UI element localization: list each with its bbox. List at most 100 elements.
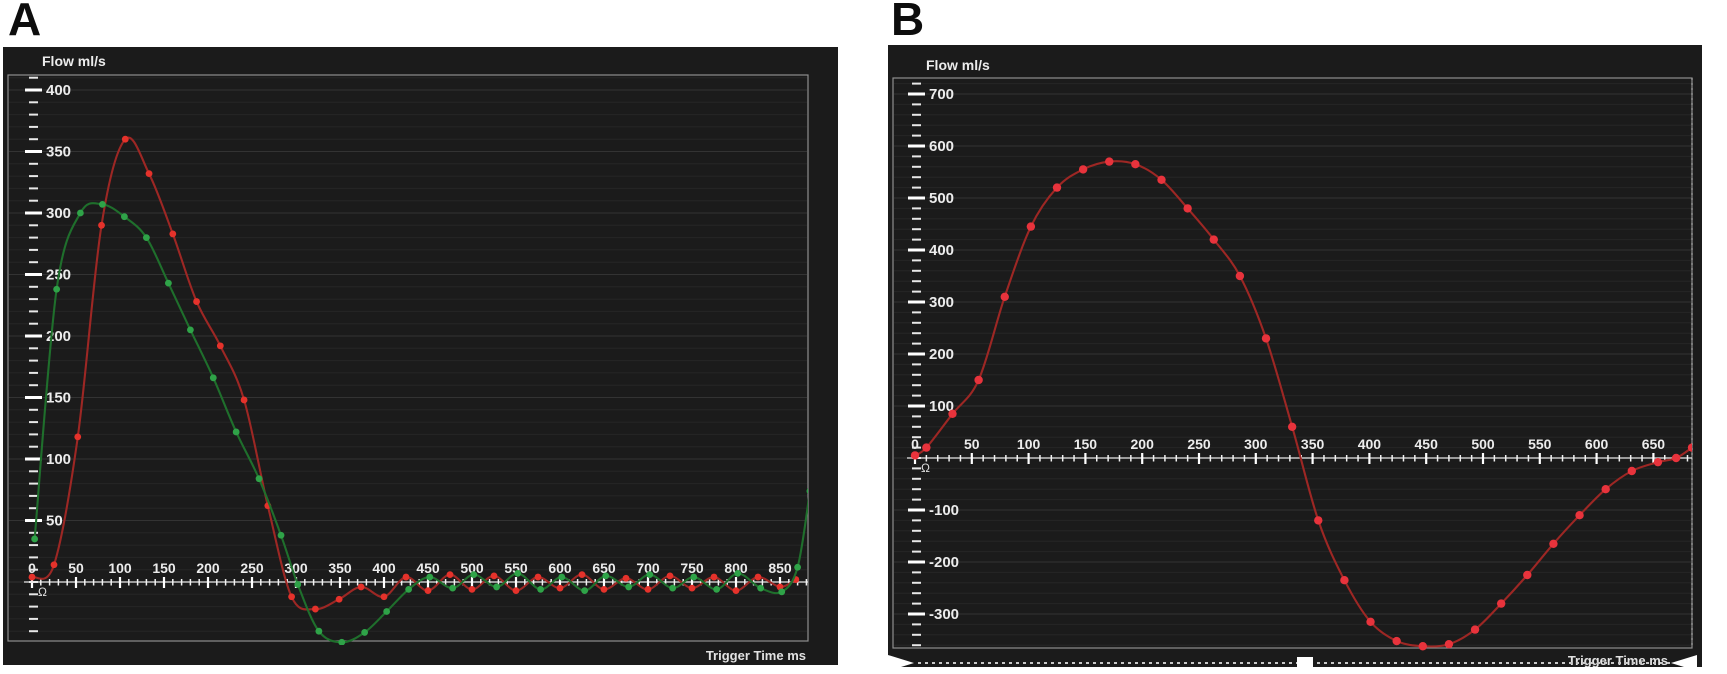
flow-curve-red-data-point [710, 573, 718, 581]
flow-curve-red-data-point [1444, 639, 1454, 649]
x-axis-tick-label: 500 [1471, 436, 1495, 452]
flow-curve-green-data-point [232, 428, 240, 436]
flow-curve-red-data-point [468, 585, 476, 593]
flow-curve-red-data-point [1235, 271, 1245, 281]
flow-curve-green-data-point [426, 573, 434, 581]
x-axis-tick-label: 550 [1528, 436, 1552, 452]
flow-curve-red-data-point [534, 573, 542, 581]
flow-curve-red-data-point [974, 375, 983, 385]
flow-curve-green-data-point [187, 326, 194, 334]
flow-curve-red-data-point [1653, 457, 1663, 467]
flow-curve-red-data-point [666, 572, 674, 580]
y-axis-tick-label: 50 [46, 513, 63, 530]
flow-curve-red-data-point [1209, 235, 1218, 244]
flow-curve-green-data-point [361, 629, 369, 636]
y-axis-tick-label: 500 [929, 190, 954, 207]
x-axis-tick-label: 800 [724, 560, 748, 576]
origin-trigger-marker: Ω [38, 585, 47, 599]
flow-curve-green-data-point [713, 585, 721, 593]
flow-curve-red-data-point [446, 571, 454, 579]
y-axis-tick-label: 350 [46, 144, 71, 161]
flow-curve-red-data-point [754, 573, 762, 581]
x-axis-tick-label: 200 [196, 560, 220, 576]
flow-curve-red-data-point [1314, 516, 1323, 525]
flow-curve-red-data-point [424, 587, 432, 595]
x-axis-tick-label: 300 [1244, 436, 1268, 452]
x-axis-tick-label: 100 [1017, 436, 1041, 452]
x-axis-tick-label: 600 [1585, 436, 1609, 452]
flow-curve-red-data-point [1627, 466, 1637, 476]
flow-curve-red-data-point [732, 587, 740, 595]
x-axis-tick-label: 600 [548, 560, 572, 576]
y-axis-tick-label: 200 [929, 346, 954, 363]
x-axis-tick-label: 650 [592, 560, 616, 576]
flow-chart-panel-a: 0 50 100 150 200 250 300 350 400 450 500 550 600 650 7… [3, 47, 838, 665]
x-axis-tick-label: 350 [328, 560, 352, 576]
y-axis-tick-label: -200 [929, 554, 959, 571]
flow-curve-red [914, 160, 1692, 648]
flow-curve-green-data-point [581, 587, 589, 595]
flow-curve-red-data-point [1105, 157, 1114, 166]
flow-curve-red-data-point [922, 443, 931, 452]
flow-curve-red-data-point [688, 584, 696, 592]
scrollbar-right-arrow[interactable] [1671, 655, 1697, 667]
x-axis-tick-label: 700 [636, 560, 660, 576]
y-axis-tick-label: -300 [929, 606, 959, 623]
panel-a-letter: A [8, 0, 42, 45]
flow-curve-red-data-point [1392, 636, 1401, 646]
flow-curve-red-data-point [1000, 292, 1009, 301]
flow-curve-red [31, 136, 797, 611]
flow-curve-red-data-point [1287, 422, 1297, 431]
flow-curve-green-data-point [646, 571, 654, 579]
flow-curve-red-data-point [98, 221, 105, 229]
flow-curve-green-data-point [77, 209, 84, 217]
flow-curve-red-data-point [644, 585, 652, 593]
flow-curve-red-data-point [1261, 334, 1271, 343]
x-axis-tick-label: 200 [1131, 436, 1155, 452]
flow-curve-green-data-point [121, 213, 128, 221]
flow-curve-green-data-point [514, 569, 522, 577]
x-axis-tick-label: 450 [1415, 436, 1439, 452]
flow-curve-green-data-point [757, 584, 765, 592]
flow-curve-red-data-point [357, 583, 365, 591]
flow-curve-green-data-point [405, 585, 413, 593]
x-axis-tick-label: 300 [284, 560, 308, 576]
plot-frame [7, 74, 809, 642]
flow-curve-green-data-point [690, 573, 698, 581]
x-axis-tick-label: 650 [1642, 436, 1666, 452]
x-axis-tick-label: 0 [911, 436, 919, 452]
flow-curve-red-data-point [169, 230, 177, 238]
flow-curve-green-data-point [255, 475, 263, 483]
flow-curve-red-data-point [216, 342, 224, 350]
flow-curve-red-data-point [1687, 443, 1692, 452]
y-axis-tick-label: 300 [46, 205, 71, 222]
flow-curve-green-data-point [493, 583, 501, 591]
flow-curve-red-data-point [402, 573, 410, 581]
flow-curve-green-data-point [338, 638, 346, 645]
y-axis-tick-label: 100 [929, 398, 954, 415]
flow-curve-red-data-point [910, 451, 920, 460]
flow-curve-green-data-point [734, 569, 742, 577]
flow-curve-green-data-point [449, 584, 457, 592]
scrollbar-left-arrow[interactable] [888, 655, 914, 667]
y-axis-tick-label: 100 [46, 451, 71, 468]
flow-curve-red-data-point [1671, 453, 1681, 463]
flow-curve-red-data-point [335, 595, 343, 603]
flow-curve-red-data-point [1340, 576, 1349, 585]
flow-curve-red-data-point [50, 561, 58, 569]
flow-curve-red-data-point [1601, 485, 1610, 494]
x-axis-tick-label: 750 [680, 560, 704, 576]
x-axis-tick-label: 150 [152, 560, 176, 576]
flow-curve-green-data-point [53, 285, 61, 293]
flow-curve-red-data-point [1496, 599, 1506, 608]
curves-layer [910, 157, 1692, 651]
x-axis-tick-label: 400 [1358, 436, 1382, 452]
flow-curve-red-data-point [28, 573, 36, 581]
flow-curve-red-data-point [74, 433, 82, 441]
flow-curve-green-data-point [537, 585, 545, 593]
flow-curve-red-data-point [288, 593, 295, 601]
y-axis-tick-label: 150 [46, 390, 71, 407]
flow-curve-red-data-point [1026, 222, 1036, 231]
scrollbar-thumb[interactable] [1297, 657, 1313, 667]
